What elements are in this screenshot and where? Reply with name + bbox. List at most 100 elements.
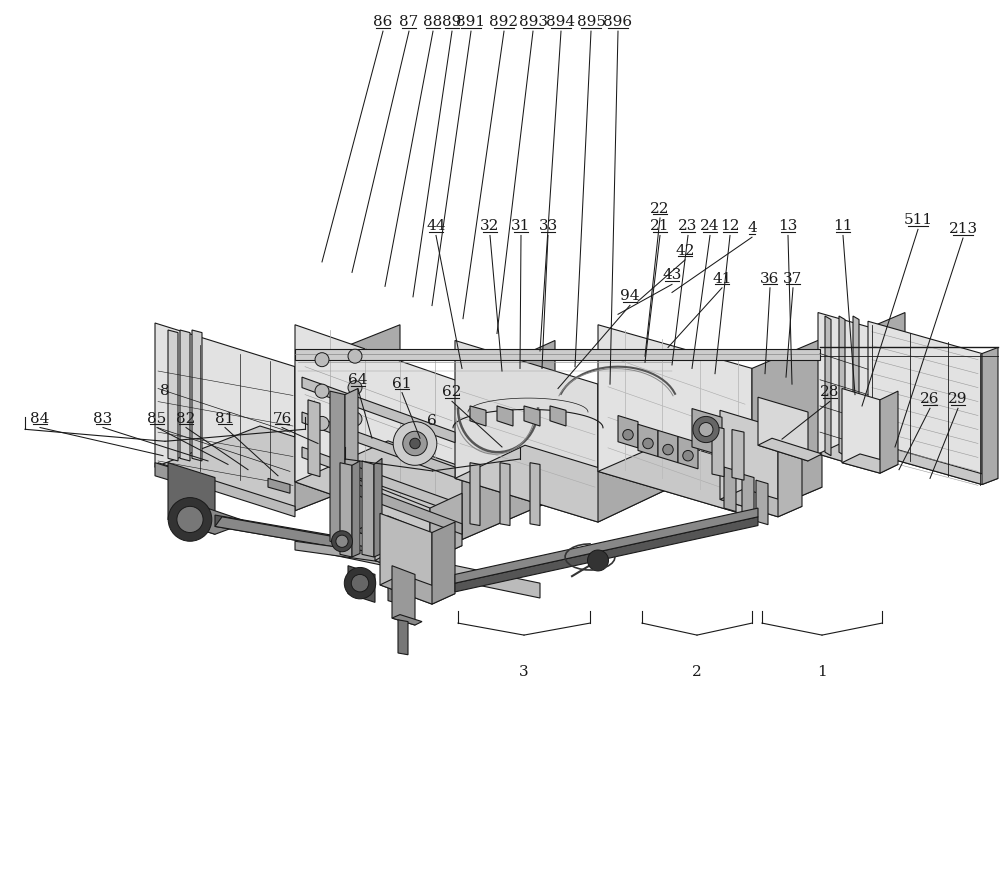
Polygon shape bbox=[868, 445, 998, 485]
Circle shape bbox=[348, 349, 362, 363]
Polygon shape bbox=[392, 615, 422, 625]
Polygon shape bbox=[302, 447, 455, 512]
Polygon shape bbox=[295, 349, 820, 360]
Text: 62: 62 bbox=[442, 385, 462, 399]
Polygon shape bbox=[658, 430, 678, 463]
Circle shape bbox=[693, 416, 719, 443]
Polygon shape bbox=[158, 463, 295, 517]
Text: 87: 87 bbox=[399, 15, 419, 29]
Text: 891: 891 bbox=[456, 15, 486, 29]
Circle shape bbox=[351, 574, 369, 592]
Polygon shape bbox=[598, 441, 822, 517]
Polygon shape bbox=[168, 506, 248, 534]
Polygon shape bbox=[348, 566, 375, 602]
Circle shape bbox=[168, 498, 212, 541]
Text: 3: 3 bbox=[519, 665, 529, 679]
Polygon shape bbox=[758, 438, 822, 461]
Polygon shape bbox=[720, 410, 778, 517]
Polygon shape bbox=[302, 377, 455, 443]
Text: 44: 44 bbox=[426, 219, 446, 233]
Polygon shape bbox=[355, 516, 462, 560]
Text: 24: 24 bbox=[700, 219, 720, 233]
Polygon shape bbox=[497, 406, 513, 426]
Polygon shape bbox=[818, 313, 870, 470]
Text: 37: 37 bbox=[783, 272, 803, 285]
Polygon shape bbox=[742, 474, 754, 519]
Polygon shape bbox=[618, 416, 638, 448]
Polygon shape bbox=[215, 517, 350, 548]
Circle shape bbox=[410, 438, 420, 449]
Polygon shape bbox=[712, 426, 724, 477]
Text: 42: 42 bbox=[675, 244, 695, 258]
Polygon shape bbox=[752, 339, 822, 517]
Polygon shape bbox=[598, 349, 668, 522]
Polygon shape bbox=[168, 330, 178, 461]
Circle shape bbox=[393, 422, 437, 465]
Polygon shape bbox=[295, 325, 462, 540]
Text: 26: 26 bbox=[920, 392, 940, 406]
Circle shape bbox=[588, 550, 608, 571]
Polygon shape bbox=[470, 463, 480, 526]
Polygon shape bbox=[155, 426, 400, 511]
Polygon shape bbox=[524, 406, 540, 426]
Polygon shape bbox=[352, 461, 360, 557]
Polygon shape bbox=[375, 553, 428, 576]
Polygon shape bbox=[598, 325, 752, 517]
Polygon shape bbox=[432, 522, 455, 604]
Text: 76: 76 bbox=[272, 411, 292, 425]
Polygon shape bbox=[362, 461, 374, 557]
Text: 32: 32 bbox=[480, 219, 500, 233]
Text: 11: 11 bbox=[833, 219, 853, 233]
Polygon shape bbox=[215, 515, 342, 548]
Circle shape bbox=[315, 384, 329, 398]
Polygon shape bbox=[192, 330, 202, 461]
Polygon shape bbox=[732, 430, 744, 480]
Polygon shape bbox=[345, 388, 358, 545]
Polygon shape bbox=[155, 463, 175, 482]
Text: 64: 64 bbox=[348, 373, 368, 387]
Polygon shape bbox=[880, 391, 898, 473]
Text: 33: 33 bbox=[538, 219, 558, 233]
Text: 21: 21 bbox=[650, 219, 670, 233]
Polygon shape bbox=[455, 340, 598, 522]
Text: 23: 23 bbox=[678, 219, 698, 233]
Text: 31: 31 bbox=[511, 219, 531, 233]
Text: 6: 6 bbox=[427, 414, 437, 428]
Circle shape bbox=[344, 567, 376, 599]
Polygon shape bbox=[868, 321, 982, 485]
Polygon shape bbox=[550, 406, 566, 426]
Polygon shape bbox=[295, 541, 390, 563]
Circle shape bbox=[348, 381, 362, 395]
Polygon shape bbox=[295, 325, 400, 511]
Text: 85: 85 bbox=[147, 411, 167, 425]
Polygon shape bbox=[380, 574, 455, 604]
Text: 13: 13 bbox=[778, 219, 798, 233]
Text: 89: 89 bbox=[442, 15, 462, 29]
Circle shape bbox=[643, 438, 653, 449]
Polygon shape bbox=[982, 347, 998, 485]
Circle shape bbox=[623, 430, 633, 440]
Text: 892: 892 bbox=[489, 15, 519, 29]
Polygon shape bbox=[392, 566, 415, 625]
Text: 896: 896 bbox=[603, 15, 633, 29]
Text: 81: 81 bbox=[215, 411, 235, 425]
Polygon shape bbox=[455, 445, 668, 522]
Text: 94: 94 bbox=[620, 289, 640, 303]
Polygon shape bbox=[380, 513, 432, 604]
Polygon shape bbox=[462, 340, 555, 540]
Polygon shape bbox=[825, 316, 831, 456]
Circle shape bbox=[348, 412, 362, 426]
Text: 36: 36 bbox=[760, 272, 780, 285]
Circle shape bbox=[315, 353, 329, 367]
Circle shape bbox=[683, 450, 693, 461]
Polygon shape bbox=[375, 519, 415, 576]
Text: 894: 894 bbox=[546, 15, 576, 29]
Polygon shape bbox=[388, 557, 400, 604]
Polygon shape bbox=[308, 400, 320, 477]
Text: 893: 893 bbox=[518, 15, 548, 29]
Circle shape bbox=[177, 506, 203, 533]
Polygon shape bbox=[330, 540, 540, 598]
Polygon shape bbox=[678, 436, 698, 469]
Polygon shape bbox=[180, 330, 190, 461]
Polygon shape bbox=[470, 406, 486, 426]
